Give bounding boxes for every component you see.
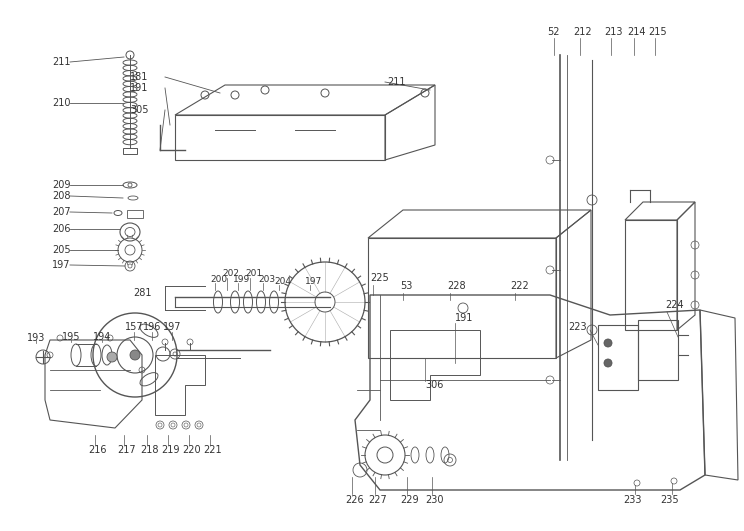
Text: 230: 230 <box>425 495 443 505</box>
Text: 227: 227 <box>368 495 387 505</box>
Circle shape <box>130 350 140 360</box>
Text: 157: 157 <box>125 322 144 332</box>
Text: 204: 204 <box>274 277 291 286</box>
Text: 212: 212 <box>573 27 591 37</box>
Text: 211: 211 <box>52 57 71 67</box>
Text: 203: 203 <box>258 275 275 284</box>
Text: 200: 200 <box>210 275 227 284</box>
Text: 181: 181 <box>130 72 148 82</box>
Text: 281: 281 <box>133 288 152 298</box>
Text: 221: 221 <box>203 445 222 455</box>
Text: 197: 197 <box>305 277 322 286</box>
Text: 228: 228 <box>447 281 466 291</box>
Text: 213: 213 <box>604 27 623 37</box>
Text: 191: 191 <box>455 313 473 323</box>
Text: 305: 305 <box>130 105 149 115</box>
Text: 224: 224 <box>665 300 684 310</box>
Text: 233: 233 <box>623 495 641 505</box>
Text: 216: 216 <box>88 445 106 455</box>
Text: 214: 214 <box>627 27 646 37</box>
Text: 205: 205 <box>52 245 71 255</box>
Text: 207: 207 <box>52 207 71 217</box>
Text: 53: 53 <box>400 281 412 291</box>
Text: 229: 229 <box>400 495 419 505</box>
Text: 193: 193 <box>27 333 45 343</box>
Text: 215: 215 <box>648 27 667 37</box>
Text: 226: 226 <box>345 495 364 505</box>
Circle shape <box>107 352 117 362</box>
Text: 197: 197 <box>163 322 182 332</box>
Text: 225: 225 <box>370 273 389 283</box>
Text: 222: 222 <box>510 281 529 291</box>
Circle shape <box>604 339 612 347</box>
Text: 202: 202 <box>222 270 239 278</box>
Text: 306: 306 <box>425 380 443 390</box>
Text: 197: 197 <box>52 260 71 270</box>
Text: 210: 210 <box>52 98 71 108</box>
Circle shape <box>604 359 612 367</box>
Text: 219: 219 <box>161 445 179 455</box>
Text: 199: 199 <box>233 275 250 284</box>
Text: 220: 220 <box>182 445 201 455</box>
Text: 52: 52 <box>547 27 559 37</box>
Text: 201: 201 <box>245 270 262 278</box>
Text: 211: 211 <box>387 77 405 87</box>
Text: 218: 218 <box>140 445 158 455</box>
Text: 235: 235 <box>660 495 679 505</box>
Text: 191: 191 <box>130 83 148 93</box>
Text: 209: 209 <box>52 180 71 190</box>
Text: 194: 194 <box>93 332 112 342</box>
Text: 217: 217 <box>117 445 135 455</box>
Text: 223: 223 <box>568 322 586 332</box>
Text: 195: 195 <box>62 332 80 342</box>
Text: 206: 206 <box>52 224 71 234</box>
Text: 196: 196 <box>143 322 161 332</box>
Text: 208: 208 <box>52 191 71 201</box>
